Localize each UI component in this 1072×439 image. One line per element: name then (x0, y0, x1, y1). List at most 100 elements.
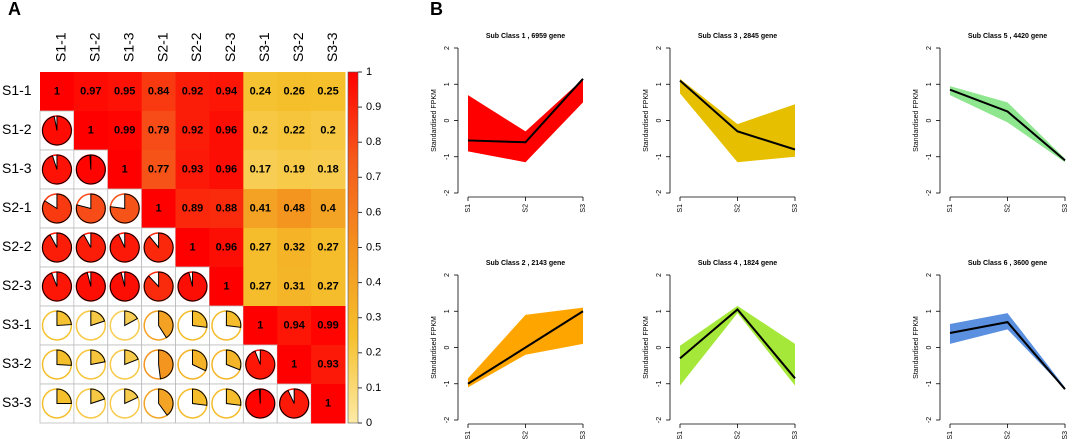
column-label: S1-1 (53, 32, 69, 62)
cell (243, 150, 278, 190)
pie-wedge (143, 271, 174, 302)
x-tick-label: S2 (522, 204, 529, 213)
pie-wedge (158, 349, 174, 380)
cell (243, 189, 278, 229)
chart-title: Sub Class 2 , 2143 gene (486, 260, 565, 267)
y-tick-label: -1 (444, 381, 451, 387)
cell (73, 111, 109, 151)
colorbar-tick-label: 0.5 (366, 241, 381, 253)
cell (243, 111, 278, 151)
pie-wedge (42, 193, 72, 224)
y-tick-label: 1 (926, 309, 933, 313)
cell-label: 0.2 (253, 124, 268, 136)
cell (243, 267, 278, 307)
x-tick-label: S2 (734, 431, 741, 439)
column-label: S1-2 (87, 32, 103, 62)
chart-title: Sub Class 4 , 1824 gene (698, 260, 777, 267)
y-tick-label: -2 (444, 190, 451, 196)
pie-wedge (75, 232, 106, 263)
y-tick-label: 0 (656, 118, 663, 122)
cell (311, 189, 346, 229)
mean-line (467, 310, 584, 385)
cell (209, 150, 244, 190)
pie-wedge (109, 193, 140, 224)
y-tick-label: -1 (656, 381, 663, 387)
colorbar-tick-label: 0.7 (366, 171, 381, 183)
cell-label: 0.48 (283, 202, 304, 214)
y-axis-label: Standardised FPKM (431, 316, 438, 379)
cell-label: 0.19 (283, 163, 304, 175)
cell-label: 0.99 (317, 319, 338, 331)
band (680, 305, 795, 386)
chart-title: Sub Class 5 , 4420 gene (968, 33, 1047, 40)
cell (277, 267, 312, 307)
y-tick-label: 1 (926, 82, 933, 86)
colorbar-tick-label: 1 (366, 66, 372, 78)
y-tick-label: 1 (656, 82, 663, 86)
column-label: S3-1 (256, 32, 272, 62)
y-axis-label: Standardised FPKM (431, 89, 438, 152)
cell-label: 1 (122, 163, 128, 175)
y-tick-label: 2 (656, 273, 663, 277)
pie-wedge (56, 310, 72, 327)
panel-label: A (8, 0, 21, 19)
row-label: S2-2 (2, 238, 32, 254)
cell-label: 0.79 (148, 124, 169, 136)
cell-label: 0.93 (182, 163, 203, 175)
y-tick-label: 2 (444, 273, 451, 277)
cell (73, 72, 109, 112)
cell (311, 267, 346, 307)
cell-label: 0.41 (250, 202, 271, 214)
cell (277, 189, 312, 229)
cell (209, 111, 244, 151)
cell-label: 0.96 (216, 163, 237, 175)
cell-label: 0.94 (283, 319, 305, 331)
row-label: S2-3 (2, 277, 32, 293)
pie-wedge (192, 310, 208, 328)
colorbar-tick-label: 0 (366, 417, 372, 429)
cell-label: 0.22 (283, 124, 304, 136)
cell (277, 150, 312, 190)
y-tick-label: -2 (656, 417, 663, 423)
column-label: S2-1 (154, 32, 170, 62)
x-tick-label: S2 (522, 431, 529, 439)
panel-label: B (430, 0, 443, 19)
y-tick-label: 1 (444, 309, 451, 313)
band (680, 78, 795, 163)
cell-label: 0.27 (317, 280, 338, 292)
cell-label: 0.4 (320, 202, 336, 214)
cell (209, 267, 244, 307)
cell (311, 384, 346, 424)
cell (40, 72, 75, 112)
cell (277, 72, 312, 112)
row-label: S3-3 (2, 394, 32, 410)
cell (277, 228, 312, 268)
cell-label: 0.84 (148, 85, 170, 97)
cell-label: 1 (291, 358, 297, 370)
chart-title: Sub Class 1 , 6959 gene (486, 33, 565, 40)
y-tick-label: 2 (926, 46, 933, 50)
colorbar-tick-label: 0.3 (366, 312, 381, 324)
pie-wedge (192, 388, 208, 406)
row-label: S1-1 (2, 82, 32, 98)
chart-title: Sub Class 3 , 2845 gene (698, 33, 777, 40)
y-axis-label: Standardised FPKM (913, 316, 920, 379)
column-label: S3-3 (324, 32, 340, 62)
cell-label: 0.27 (250, 241, 271, 253)
y-tick-label: 0 (656, 345, 663, 349)
cell-label: 0.96 (216, 124, 237, 136)
cell-label: 1 (325, 397, 331, 409)
cell-label: 0.92 (182, 124, 203, 136)
cell-label: 0.27 (317, 241, 338, 253)
column-label: S1-3 (120, 32, 136, 62)
x-tick-label: S1 (677, 431, 684, 439)
cell-label: 0.2 (320, 124, 335, 136)
y-tick-label: 0 (926, 118, 933, 122)
y-axis-label: Standardised FPKM (643, 89, 650, 152)
cell (311, 111, 346, 151)
colorbar-tick-label: 0.2 (366, 347, 381, 359)
cell (311, 228, 346, 268)
pie-wedge (124, 349, 139, 366)
cell (277, 345, 312, 385)
cell-label: 0.97 (80, 85, 101, 97)
